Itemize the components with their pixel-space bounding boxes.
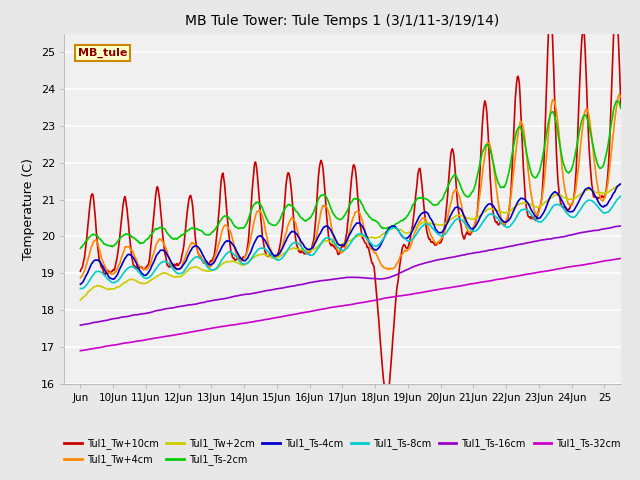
Text: MB_tule: MB_tule (78, 48, 127, 58)
Legend: Tul1_Tw+10cm, Tul1_Tw+4cm, Tul1_Tw+2cm, Tul1_Ts-2cm, Tul1_Ts-4cm, Tul1_Ts-8cm, T: Tul1_Tw+10cm, Tul1_Tw+4cm, Tul1_Tw+2cm, … (61, 434, 624, 469)
Y-axis label: Temperature (C): Temperature (C) (22, 158, 35, 260)
Title: MB Tule Tower: Tule Temps 1 (3/1/11-3/19/14): MB Tule Tower: Tule Temps 1 (3/1/11-3/19… (185, 14, 500, 28)
